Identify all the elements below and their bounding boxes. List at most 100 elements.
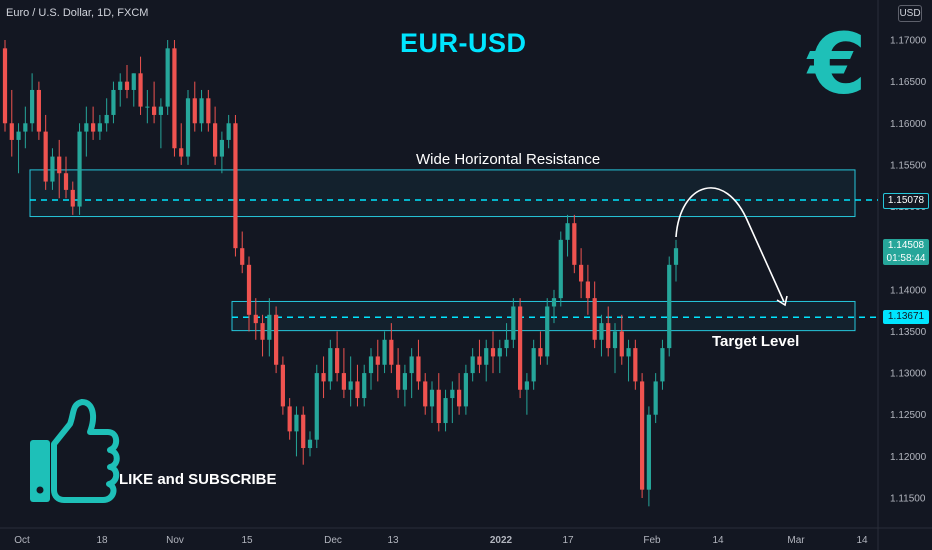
candle-body: [450, 389, 455, 399]
candle-body: [301, 414, 306, 449]
candle-body: [23, 123, 28, 132]
candle-body: [321, 373, 326, 382]
candle-body: [328, 348, 333, 382]
candle-body: [16, 131, 21, 140]
candle-body: [396, 364, 401, 390]
candle-body: [314, 373, 319, 440]
candle-body: [145, 106, 150, 108]
candle-body: [246, 264, 252, 315]
candle-body: [280, 364, 285, 407]
candle-body: [152, 106, 157, 115]
x-tick-label: Oct: [14, 535, 30, 546]
candle-body: [287, 406, 292, 432]
candle-body: [606, 323, 611, 349]
thumb-cuff-dot: [36, 486, 44, 494]
candle-body: [179, 148, 184, 157]
x-tick-label: Mar: [787, 535, 805, 546]
candle-body: [165, 48, 170, 107]
candle-body: [490, 348, 496, 357]
candle-body: [294, 414, 299, 432]
candle-body: [77, 131, 82, 207]
candle-body: [368, 356, 374, 374]
candle-body: [626, 348, 631, 357]
candle-body: [9, 123, 14, 140]
candle-body: [423, 381, 428, 407]
candle-body: [382, 339, 387, 365]
candle-body: [253, 314, 258, 324]
y-tick-label: 1.13500: [890, 327, 927, 338]
candle-body: [504, 339, 509, 349]
candle-body: [572, 223, 577, 265]
candle-body: [545, 306, 550, 357]
x-tick-label: 17: [562, 535, 574, 546]
candle-body: [585, 281, 590, 299]
y-tick-label: 1.17000: [890, 36, 927, 47]
x-tick-label: 13: [387, 535, 399, 546]
candle-body: [341, 373, 346, 390]
like-subscribe-label: LIKE and SUBSCRIBE: [119, 471, 277, 488]
candle-body: [111, 89, 116, 115]
candle-body: [511, 306, 516, 340]
x-tick-label: 15: [241, 535, 253, 546]
candle-body: [429, 389, 435, 407]
candle-body: [131, 73, 136, 90]
candle-body: [538, 348, 543, 357]
candle-body: [518, 306, 523, 390]
candle-body: [124, 81, 130, 90]
candle-body: [91, 123, 96, 132]
last-price-tag: 1.14508 01:58:44: [883, 239, 929, 265]
candle-body: [653, 381, 658, 415]
candle-body: [70, 189, 75, 207]
candle-body: [619, 331, 624, 357]
candle-body: [307, 439, 313, 449]
candle-body: [274, 314, 279, 365]
candle-body: [362, 373, 367, 399]
resistance-label: Wide Horizontal Resistance: [416, 151, 601, 168]
candle-body: [484, 348, 489, 365]
last-price-value: 1.14508: [887, 240, 925, 251]
candle-body: [551, 298, 557, 307]
candle-body: [260, 323, 265, 340]
y-tick-label: 1.12000: [890, 452, 927, 463]
y-tick-label: 1.14000: [890, 285, 927, 296]
x-tick-label: Dec: [324, 535, 342, 546]
arrow-head-icon: [776, 295, 788, 307]
candle-body: [497, 348, 502, 357]
candle-body: [240, 248, 245, 265]
y-tick-label: 1.13000: [890, 369, 927, 380]
euro-icon: €: [808, 15, 867, 113]
candle-body: [57, 156, 62, 174]
x-tick-label: 2022: [490, 535, 513, 546]
thumb-cuff: [30, 440, 50, 502]
candle-body: [206, 98, 211, 124]
candle-body: [348, 381, 353, 390]
x-tick-label: 18: [96, 535, 108, 546]
candle-body: [416, 356, 421, 382]
candle-body: [2, 48, 8, 124]
curved-arrow-icon: [675, 187, 785, 303]
x-tick-label: Feb: [643, 535, 661, 546]
candle-body: [30, 89, 35, 124]
candle-body: [436, 389, 441, 424]
candle-body: [50, 156, 55, 182]
candle-body: [646, 414, 651, 490]
candle-body: [463, 373, 468, 407]
y-tick-label: 1.11500: [890, 494, 926, 505]
candle-body: [355, 381, 360, 399]
currency-button[interactable]: USD: [898, 5, 922, 22]
candle-body: [63, 173, 69, 190]
candle-body: [558, 239, 563, 299]
y-tick-label: 1.12500: [890, 410, 927, 421]
candle-body: [592, 298, 597, 340]
chart-title: EUR-USD: [400, 28, 527, 58]
candle-body: [375, 356, 380, 365]
x-tick-label: 14: [712, 535, 724, 546]
candle-body: [267, 314, 272, 340]
candle-body: [389, 339, 394, 365]
candle-body: [524, 381, 529, 390]
support-zone: [231, 300, 856, 332]
x-tick-label: Nov: [166, 535, 184, 546]
candle-body: [97, 123, 102, 132]
